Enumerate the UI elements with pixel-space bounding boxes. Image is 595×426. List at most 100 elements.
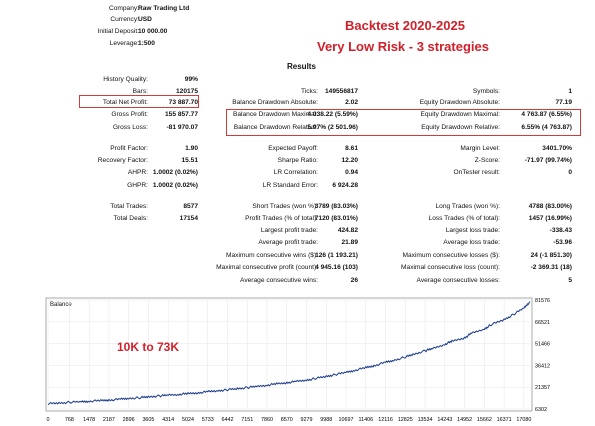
total-net-profit-value: 73 887.70 bbox=[168, 99, 198, 106]
short-trades-label: Short Trades (won %): bbox=[252, 203, 318, 210]
x-tick-label: 7860 bbox=[261, 417, 273, 423]
symbols-value: 1 bbox=[568, 88, 572, 95]
avg-profit-label: Average profit trade: bbox=[258, 239, 318, 246]
max-cons-wins-value: 126 (1 193.21) bbox=[315, 252, 358, 259]
x-tick-label: 17080 bbox=[516, 417, 531, 423]
x-tick-label: 0 bbox=[47, 417, 50, 423]
x-tick-label: 768 bbox=[65, 417, 74, 423]
bal-dd-max-value: 4 038.22 (5.59%) bbox=[307, 111, 358, 118]
ticks-value: 149556817 bbox=[324, 88, 358, 95]
margin-level-label: Margin Level: bbox=[460, 145, 500, 152]
history-quality-label: History Quality: bbox=[103, 76, 148, 83]
x-tick-label: 15662 bbox=[477, 417, 492, 423]
largest-loss-value: -338.43 bbox=[549, 227, 572, 234]
profit-factor-value: 1.90 bbox=[185, 145, 198, 152]
bars-label: Bars: bbox=[132, 88, 148, 95]
currency-label: Currency: bbox=[110, 16, 139, 23]
avg-loss-label: Average loss trade: bbox=[443, 239, 500, 246]
x-tick-label: 12116 bbox=[378, 417, 393, 423]
history-quality-value: 99% bbox=[184, 76, 198, 83]
largest-profit-value: 424.82 bbox=[337, 227, 358, 234]
eq-dd-rel-value: 6.55% (4 763.87) bbox=[521, 124, 572, 131]
growth-annotation: 10K to 73K bbox=[117, 340, 180, 354]
maximal-cons-loss-label: Maximal consecutive loss (count): bbox=[401, 264, 500, 271]
x-tick-label: 10697 bbox=[339, 417, 354, 423]
x-tick-label: 8570 bbox=[281, 417, 293, 423]
results-title: Results bbox=[287, 62, 316, 71]
loss-trades-value: 1457 (16.99%) bbox=[528, 215, 572, 222]
x-tick-label: 13534 bbox=[418, 417, 433, 423]
bal-dd-abs-label: Balance Drawdown Absolute: bbox=[232, 99, 318, 106]
gross-loss-value: -81 970.07 bbox=[166, 124, 198, 131]
expected-payoff-value: 8.61 bbox=[345, 145, 358, 152]
y-tick-label: 6302 bbox=[535, 407, 547, 413]
x-tick-label: 14243 bbox=[437, 417, 452, 423]
x-tick-label: 9279 bbox=[301, 417, 313, 423]
sharpe-value: 12.20 bbox=[341, 157, 358, 164]
y-tick-label: 81576 bbox=[535, 298, 550, 304]
maximal-cons-profit-label: Maximal consecutive profit (count): bbox=[216, 264, 318, 271]
avg-loss-value: -53.96 bbox=[553, 239, 572, 246]
maximal-cons-loss-value: -2 369.31 (18) bbox=[530, 264, 572, 271]
avg-cons-wins-label: Average consecutive wins: bbox=[240, 277, 318, 284]
deposit-label: Initial Deposit: bbox=[97, 28, 139, 35]
avg-profit-value: 21.89 bbox=[341, 239, 358, 246]
y-tick-label: 51466 bbox=[535, 342, 550, 348]
y-tick-label: 66521 bbox=[535, 320, 550, 326]
y-tick-label: 36412 bbox=[535, 363, 550, 369]
x-tick-label: 3605 bbox=[142, 417, 154, 423]
balance-line bbox=[47, 301, 531, 406]
x-tick-label: 2187 bbox=[103, 417, 115, 423]
symbols-label: Symbols: bbox=[472, 88, 500, 95]
avg-cons-losses-label: Average consecutive losses: bbox=[416, 277, 500, 284]
ahpr-label: AHPR: bbox=[127, 169, 148, 176]
chart-title: Balance bbox=[50, 302, 72, 308]
ticks-label: Ticks: bbox=[301, 88, 318, 95]
currency-value: USD bbox=[138, 16, 152, 23]
profit-trades-label: Profit Trades (% of total): bbox=[245, 215, 318, 222]
x-tick-label: 5024 bbox=[182, 417, 194, 423]
ontester-label: OnTester result: bbox=[453, 169, 500, 176]
largest-loss-label: Largest loss trade: bbox=[445, 227, 500, 234]
risk-subtitle: Very Low Risk - 3 strategies bbox=[317, 39, 489, 54]
gross-profit-label: Gross Profit: bbox=[111, 111, 148, 118]
lr-corr-label: LR Correlation: bbox=[273, 169, 318, 176]
eq-dd-max-value: 4 763.87 (6.55%) bbox=[521, 111, 572, 118]
lr-err-label: LR Standard Error: bbox=[262, 182, 318, 189]
bal-dd-rel-value: 5.97% (2 501.96) bbox=[307, 124, 358, 131]
y-tick-label: 21357 bbox=[535, 385, 550, 391]
bars-value: 120175 bbox=[175, 88, 198, 95]
x-tick-label: 1478 bbox=[83, 417, 95, 423]
eq-dd-max-label: Equity Drawdown Maximal: bbox=[420, 111, 500, 118]
company-value: Raw Trading Ltd bbox=[138, 5, 190, 12]
x-tick-label: 16371 bbox=[497, 417, 512, 423]
eq-dd-abs-value: 77.19 bbox=[555, 99, 572, 106]
sharpe-label: Sharpe Ratio: bbox=[277, 157, 318, 164]
x-tick-label: 11406 bbox=[358, 417, 373, 423]
avg-cons-losses-value: 5 bbox=[568, 277, 572, 284]
long-trades-label: Long Trades (won %): bbox=[435, 203, 500, 210]
recovery-factor-label: Recovery Factor: bbox=[97, 157, 148, 164]
x-tick-label: 4314 bbox=[162, 417, 174, 423]
ghpr-value: 1.0002 (0.02%) bbox=[152, 182, 198, 189]
x-tick-label: 2896 bbox=[123, 417, 135, 423]
total-net-profit-label: Total Net Profit: bbox=[102, 99, 148, 106]
largest-profit-label: Largest profit trade: bbox=[260, 227, 318, 234]
zscore-value: -71.97 (99.74%) bbox=[524, 157, 572, 164]
max-cons-losses-value: 24 (-1 851.30) bbox=[530, 252, 572, 259]
expected-payoff-label: Expected Payoff: bbox=[268, 145, 318, 152]
maximal-cons-profit-value: 4 945.16 (103) bbox=[315, 264, 358, 271]
loss-trades-label: Loss Trades (% of total): bbox=[428, 215, 500, 222]
total-trades-label: Total Trades: bbox=[110, 203, 148, 210]
avg-cons-wins-value: 26 bbox=[350, 277, 358, 284]
max-cons-losses-label: Maximum consecutive losses ($): bbox=[402, 252, 500, 259]
x-tick-label: 12825 bbox=[398, 417, 413, 423]
bal-dd-rel-label: Balance Drawdown Relative: bbox=[233, 124, 318, 131]
ghpr-label: GHPR: bbox=[127, 182, 148, 189]
total-trades-value: 8577 bbox=[183, 203, 198, 210]
lr-err-value: 6 924.28 bbox=[332, 182, 358, 189]
long-trades-value: 4788 (83.00%) bbox=[528, 203, 572, 210]
max-cons-wins-label: Maximum consecutive wins ($): bbox=[226, 252, 318, 259]
gross-loss-label: Gross Loss: bbox=[112, 124, 148, 131]
